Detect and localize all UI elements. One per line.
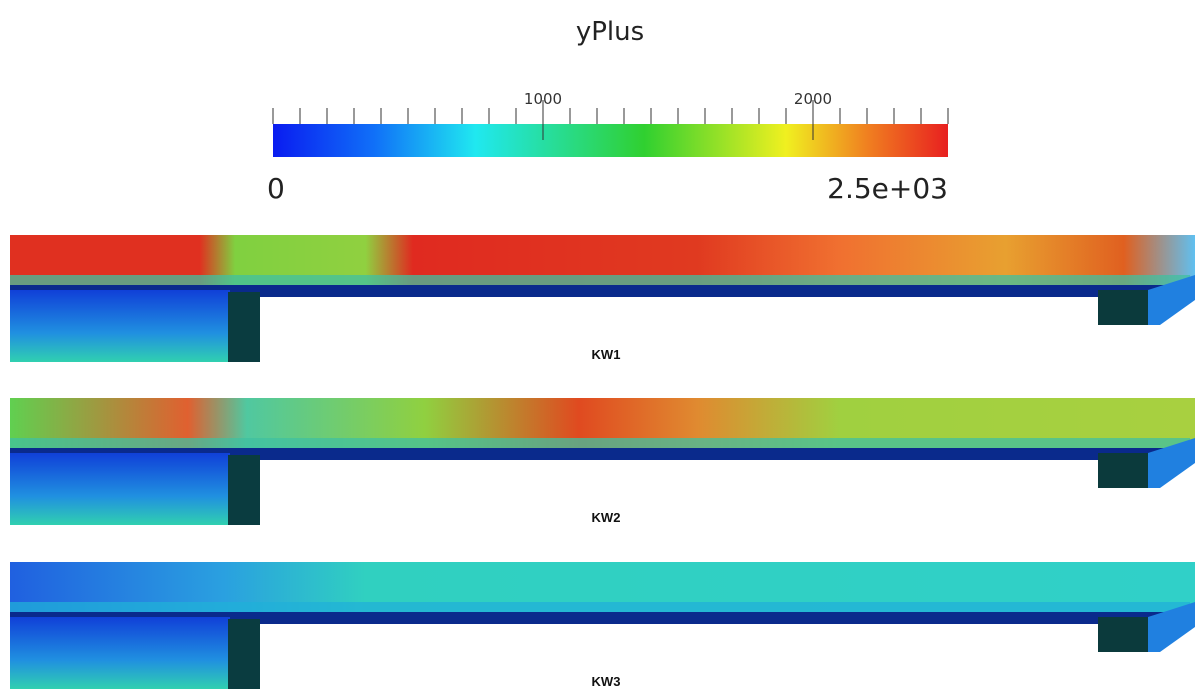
tick-label: 2000 (794, 90, 832, 108)
tick-label: 1000 (524, 90, 562, 108)
panel-label: KW2 (592, 510, 621, 525)
wall-layer (10, 448, 1185, 460)
inlet-box (10, 290, 230, 362)
panel-label: KW3 (592, 674, 621, 689)
step (228, 455, 260, 525)
near-wall-band (10, 275, 1190, 287)
outlet-tip (1148, 438, 1195, 488)
outlet-block (1098, 453, 1148, 488)
end-label: 0 (267, 172, 285, 205)
panel-label: KW1 (592, 347, 621, 362)
wall-layer (10, 285, 1185, 297)
colorbar-axis: 1000 2000 0 2.5e+03 (267, 90, 949, 205)
near-wall-band (10, 602, 1190, 614)
outlet-tip (1148, 602, 1195, 652)
inlet-box (10, 453, 230, 525)
step (228, 619, 260, 689)
wall-layer (10, 612, 1185, 624)
outlet-tip (1148, 275, 1195, 325)
panels: KW1 KW2 KW3 (10, 235, 1195, 689)
title: yPlus (576, 17, 644, 47)
outlet-block (1098, 617, 1148, 652)
step (228, 292, 260, 362)
near-wall-band (10, 438, 1190, 450)
inlet-box (10, 617, 230, 689)
end-label: 2.5e+03 (827, 172, 948, 205)
outlet-block (1098, 290, 1148, 325)
colorbar (273, 124, 948, 157)
